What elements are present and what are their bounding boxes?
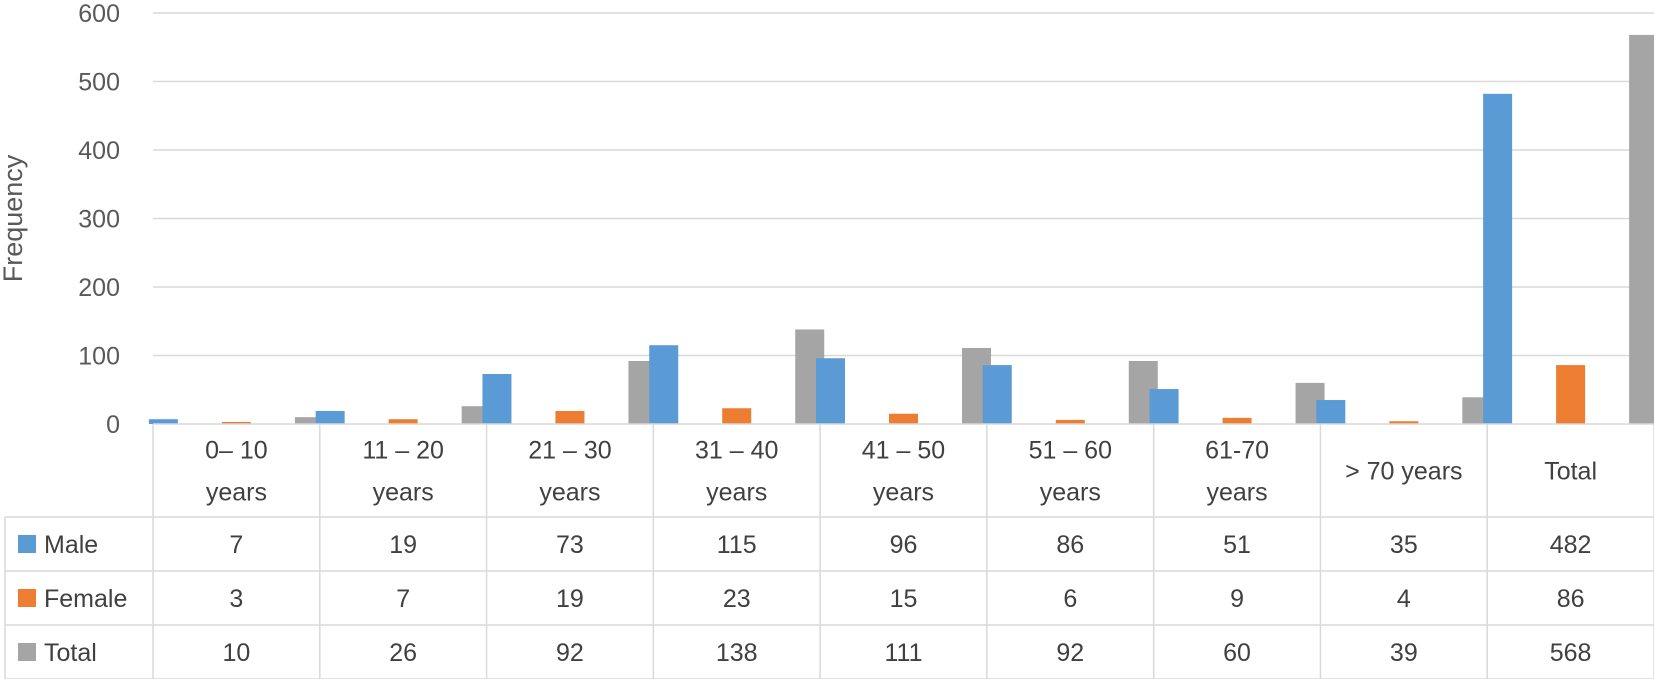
y-tick-labels: 0 100 200 300 400 500 600 [78, 0, 120, 439]
bars [148, 34, 1654, 425]
category-label: years [539, 479, 600, 507]
data-cell: 23 [723, 585, 751, 613]
category-label: 0– 10 [205, 437, 268, 465]
data-cell: 39 [1390, 639, 1418, 667]
data-cell: 19 [556, 585, 584, 613]
bar-female-7 [1389, 421, 1419, 424]
data-cell: 19 [389, 531, 417, 559]
data-cell: 482 [1550, 531, 1592, 559]
series-name: Male [44, 531, 98, 559]
data-cell: 73 [556, 531, 584, 559]
y-tick-label: 400 [78, 137, 120, 165]
data-cell: 7 [396, 585, 410, 613]
series-name: Female [44, 585, 127, 613]
y-tick-label: 600 [78, 0, 120, 28]
category-label: Total [1544, 458, 1597, 486]
bar-total-0 [294, 417, 324, 424]
category-label: years [206, 479, 267, 507]
data-cell: 568 [1550, 639, 1592, 667]
bar-male-6 [1149, 389, 1179, 424]
legend-key-total [18, 643, 36, 661]
y-axis-title: Frequency [0, 154, 28, 282]
data-cell: 3 [229, 585, 243, 613]
category-label: 11 – 20 [362, 437, 444, 465]
legend-key-male [18, 535, 36, 553]
bar-female-1 [388, 419, 418, 424]
bar-male-2 [482, 373, 512, 424]
bar-female-6 [1222, 417, 1252, 424]
data-cell: 86 [1557, 585, 1585, 613]
bar-female-5 [1055, 419, 1085, 424]
data-cell: 115 [717, 531, 757, 559]
data-cell: 138 [716, 639, 758, 667]
y-tick-label: 100 [78, 343, 120, 371]
category-label: years [373, 479, 434, 507]
bar-female-4 [889, 413, 918, 424]
category-label: 51 – 60 [1029, 437, 1112, 465]
data-cell: 111 [884, 639, 922, 667]
y-tick-label: 300 [78, 206, 120, 234]
category-label: years [1206, 479, 1267, 507]
legend-key-female [18, 589, 36, 607]
category-label: 21 – 30 [528, 437, 611, 465]
bar-male-4 [816, 358, 845, 424]
bar-female-3 [722, 408, 752, 424]
bar-total-8 [1629, 34, 1654, 425]
bar-male-5 [982, 365, 1012, 424]
category-label: 61-70 [1205, 437, 1269, 465]
gridlines [153, 12, 1654, 357]
data-cell: 86 [1056, 531, 1084, 559]
bar-female-2 [555, 410, 585, 424]
y-tick-label: 0 [106, 411, 120, 439]
data-table: 0– 10 years 11 – 20 years 21 – 30 years 31 – 4… [4, 423, 1654, 679]
y-tick-label: 200 [78, 274, 120, 302]
bar-male-3 [649, 345, 679, 424]
bar-male-1 [315, 410, 345, 424]
y-tick-label: 500 [78, 69, 120, 97]
data-cell: 15 [890, 585, 918, 613]
category-label: years [1040, 479, 1101, 507]
data-cell: 96 [890, 531, 918, 559]
category-label: years [706, 479, 767, 507]
data-cell: 92 [556, 639, 584, 667]
data-cell: 92 [1056, 639, 1084, 667]
data-cell: 10 [222, 639, 250, 667]
bar-female-8 [1556, 365, 1586, 424]
category-label: 31 – 40 [695, 437, 778, 465]
data-cell: 7 [229, 531, 243, 559]
data-cell: 35 [1390, 531, 1418, 559]
bar-female-0 [221, 421, 251, 424]
data-cell: 51 [1223, 531, 1251, 559]
category-label: 41 – 50 [862, 437, 945, 465]
bar-male-0 [148, 419, 178, 424]
data-cell: 9 [1230, 585, 1244, 613]
data-cell: 26 [389, 639, 417, 667]
data-cell: 60 [1223, 639, 1251, 667]
data-cell: 6 [1063, 585, 1077, 613]
category-label: > 70 years [1345, 458, 1462, 486]
bar-male-7 [1316, 400, 1346, 424]
y-axis-label: Frequency [0, 154, 28, 282]
bar-male-8 [1483, 93, 1513, 424]
data-cell: 4 [1397, 585, 1411, 613]
category-label: years [873, 479, 934, 507]
series-name: Total [44, 639, 97, 667]
